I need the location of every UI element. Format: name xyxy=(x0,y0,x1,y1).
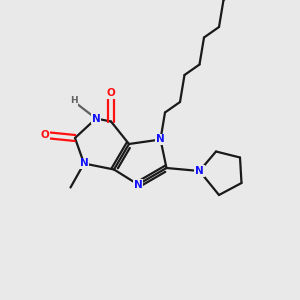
Text: O: O xyxy=(40,130,50,140)
Text: N: N xyxy=(134,179,142,190)
Text: N: N xyxy=(156,134,165,145)
Text: N: N xyxy=(80,158,88,169)
Text: H: H xyxy=(70,96,77,105)
Text: N: N xyxy=(195,166,204,176)
Text: O: O xyxy=(106,88,116,98)
Text: N: N xyxy=(92,113,100,124)
